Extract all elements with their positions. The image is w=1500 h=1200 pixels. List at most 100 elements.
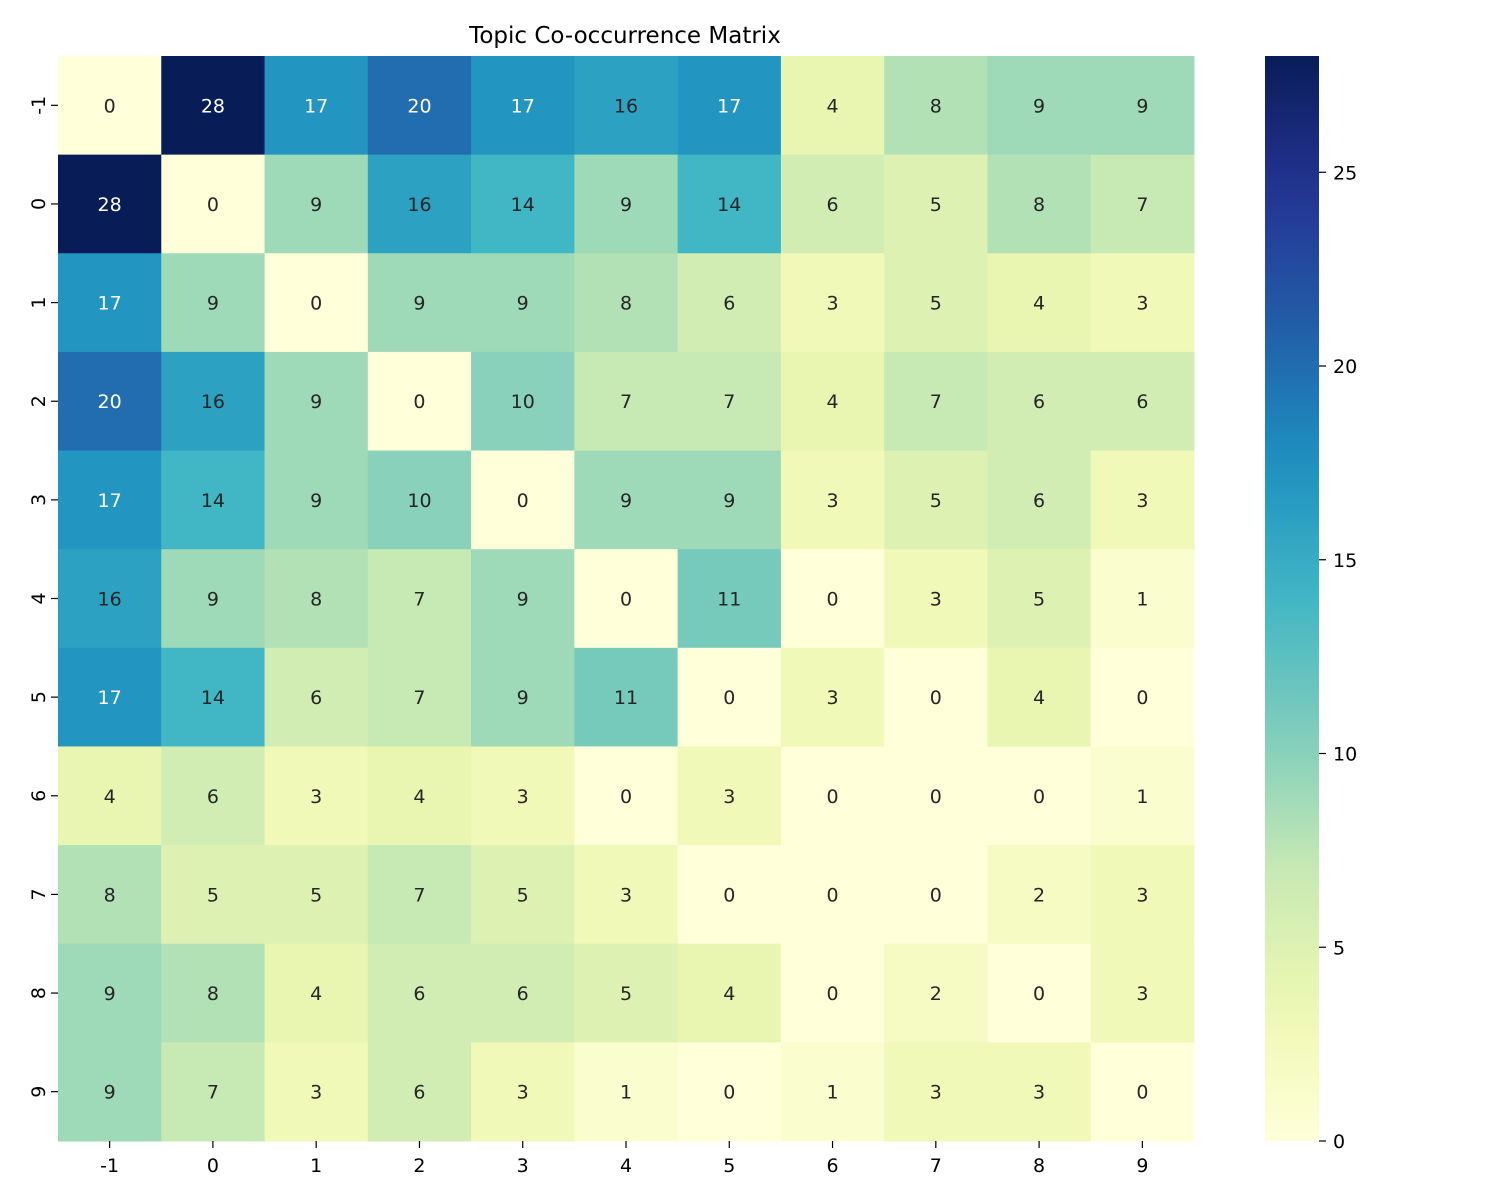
heatmap-cell-3-5 [677, 450, 782, 550]
cell-value-label: 5 [1033, 589, 1045, 611]
colorbar-tick-label: 5 [1333, 937, 1345, 959]
heatmap-cell-2-5 [677, 351, 782, 452]
colorbar: 0 5 10 15 20 25 [1265, 56, 1357, 1153]
heatmap-cell-7-3 [471, 845, 575, 945]
heatmap-cell-2-2 [367, 351, 472, 452]
heatmap-cell-1-8 [987, 253, 1092, 353]
heatmap-cell-2-8 [987, 351, 1092, 452]
colorbar-tick-label: 25 [1333, 162, 1357, 184]
cell-value-label: 7 [413, 884, 425, 906]
cell-value-label: 9 [1136, 95, 1148, 117]
colorbar-tick-label: 10 [1333, 744, 1357, 766]
heatmap-cell-0-8 [987, 154, 1092, 254]
heatmap-cell-3-0 [161, 450, 266, 550]
heatmap-cell-0-6 [780, 154, 885, 254]
heatmap-cell-9-6 [780, 1042, 885, 1142]
heatmap-cell-3-1 [264, 450, 369, 550]
heatmap-cell-4--1 [58, 549, 162, 649]
heatmap-cell-5--1 [58, 647, 162, 747]
y-tick-label: -1 [28, 96, 50, 115]
heatmap-cell-7-9 [1090, 845, 1195, 945]
heatmap-cell--1-0 [161, 56, 266, 156]
heatmap-cell-6-3 [471, 746, 575, 846]
cell-value-label: 0 [1033, 983, 1045, 1005]
cell-value-label: 3 [517, 786, 529, 808]
cell-value-label: 5 [207, 884, 219, 906]
heatmap-cell-3-3 [471, 450, 575, 550]
y-tick-label: 6 [28, 790, 50, 802]
cell-value-label: 9 [104, 1082, 116, 1104]
heatmap-cell-9-4 [574, 1042, 679, 1142]
cell-value-label: 1 [826, 1082, 838, 1104]
heatmap-cell-4-1 [264, 549, 369, 649]
cell-value-label: 9 [207, 293, 219, 315]
cell-value-label: 3 [1033, 1082, 1045, 1104]
heatmap-cell-8-9 [1090, 943, 1195, 1043]
heatmap-cell-3-4 [574, 450, 679, 550]
cell-value-label: 9 [207, 589, 219, 611]
cell-value-label: 5 [930, 194, 942, 216]
cell-value-label: 6 [1033, 490, 1045, 512]
cell-value-label: 5 [517, 884, 529, 906]
heatmap-cell-0-3 [471, 154, 575, 254]
cell-value-label: 9 [104, 983, 116, 1005]
cell-value-label: 8 [104, 884, 116, 906]
heatmap-cell-8-6 [780, 943, 885, 1043]
heatmap-cell-2-6 [780, 351, 885, 452]
heatmap-cell-8-3 [471, 943, 575, 1043]
x-axis-ticks: -1 0 1 2 3 4 5 6 7 8 9 [100, 1141, 1148, 1177]
cell-value-label: 1 [1136, 589, 1148, 611]
cell-value-label: 5 [930, 490, 942, 512]
cell-value-label: 8 [1033, 194, 1045, 216]
cell-value-label: 4 [826, 95, 838, 117]
cell-value-label: 14 [717, 194, 741, 216]
cell-value-label: 16 [201, 391, 225, 413]
heatmap-cell-6-1 [264, 746, 369, 846]
cell-value-label: 3 [826, 293, 838, 315]
cell-value-label: 9 [723, 490, 735, 512]
cell-value-label: 0 [930, 786, 942, 808]
cell-value-label: 0 [207, 194, 219, 216]
heatmap-cell--1-9 [1090, 56, 1195, 156]
x-tick-label: -1 [100, 1155, 119, 1177]
cell-value-label: 0 [826, 589, 838, 611]
cell-value-label: 28 [98, 194, 122, 216]
heatmap-cell-1-7 [884, 253, 988, 353]
cell-value-label: 3 [1136, 983, 1148, 1005]
heatmap-cell-9-1 [264, 1042, 369, 1142]
cell-value-label: 0 [1033, 786, 1045, 808]
cell-value-label: 4 [1033, 293, 1045, 315]
heatmap-cell-5-0 [161, 647, 266, 747]
cell-value-label: 3 [1136, 490, 1148, 512]
heatmap-cell-1-5 [677, 253, 782, 353]
heatmap-cell-5-9 [1090, 647, 1195, 747]
heatmap-cell-6--1 [58, 746, 162, 846]
cell-value-label: 0 [1136, 1082, 1148, 1104]
cell-value-label: 9 [310, 194, 322, 216]
heatmap-cell--1-4 [574, 56, 679, 156]
cell-value-label: 7 [930, 391, 942, 413]
cell-value-label: 6 [723, 293, 735, 315]
y-tick-label: 8 [28, 987, 50, 999]
cell-value-label: 17 [511, 95, 535, 117]
cell-value-label: 9 [310, 391, 322, 413]
cell-value-label: 0 [104, 95, 116, 117]
heatmap-cell--1-6 [780, 56, 885, 156]
heatmap-cell-7-2 [367, 845, 472, 945]
heatmap-cell-0-5 [677, 154, 782, 254]
cell-value-label: 3 [1136, 884, 1148, 906]
heatmap-cell-6-8 [987, 746, 1092, 846]
cell-value-label: 6 [413, 1082, 425, 1104]
cell-value-label: 11 [717, 589, 741, 611]
heatmap-cell--1-2 [367, 56, 472, 156]
heatmap-cell-5-5 [677, 647, 782, 747]
heatmap-cell-6-6 [780, 746, 885, 846]
cell-value-label: 7 [207, 1082, 219, 1104]
heatmap-cells: 0 28 17 20 17 16 17 4 8 9 928 0 9 16 14 9 14 6 5 8 717 9 0 9 9 8 6… [58, 56, 1195, 1142]
y-tick-label: 7 [28, 888, 50, 900]
heatmap-cell-5-6 [780, 647, 885, 747]
heatmap-cell--1-1 [264, 56, 369, 156]
heatmap-cell-0--1 [58, 154, 162, 254]
cell-value-label: 1 [620, 1082, 632, 1104]
cell-value-label: 6 [413, 983, 425, 1005]
